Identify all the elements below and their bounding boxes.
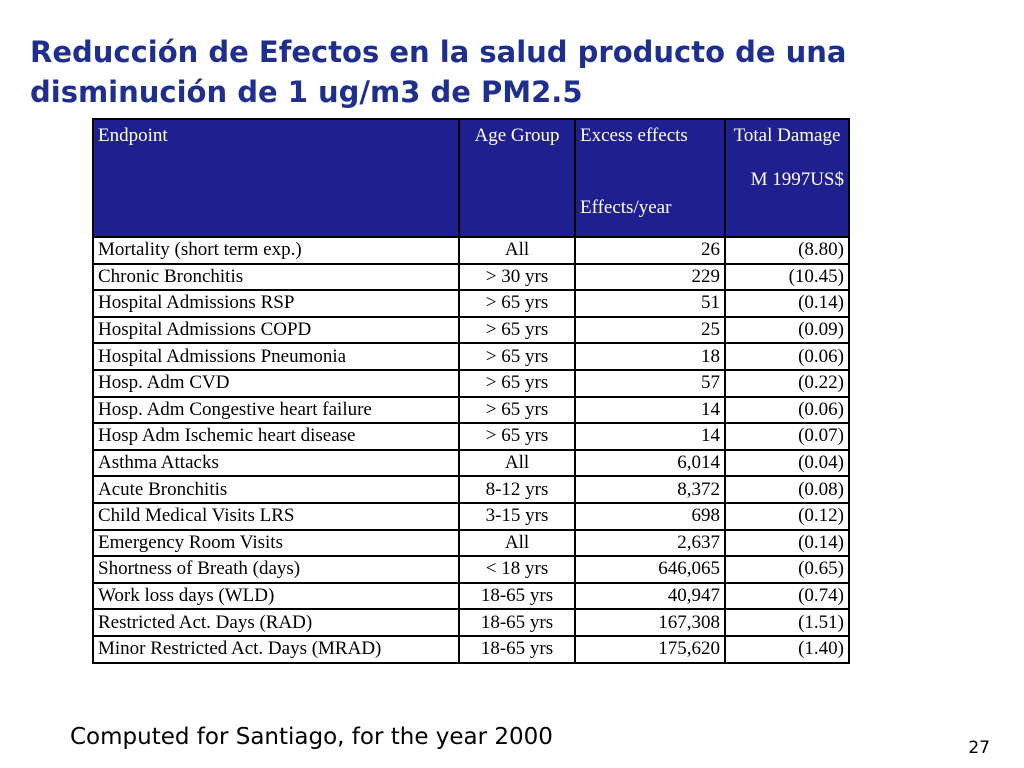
cell-endpoint: Hospital Admissions COPD [92, 315, 460, 345]
cell-excess-effects: 26 [574, 236, 726, 265]
table-row: Shortness of Breath (days) < 18 yrs 646,06… [92, 555, 850, 584]
cell-age-group: < 18 yrs [458, 555, 576, 584]
cell-excess-effects: 14 [574, 395, 726, 425]
table-row: Hospital Admissions COPD > 65 yrs 25 (0.09) [92, 315, 850, 345]
cell-total-damage: (0.65) [724, 555, 850, 584]
slide-title: Reducción de Efectos en la salud product… [30, 32, 1010, 112]
cell-excess-effects: 229 [574, 262, 726, 292]
header-total-damage-unit: M 1997US$ [750, 169, 844, 190]
table-row: Child Medical Visits LRS 3-15 yrs 698 (0.12… [92, 501, 850, 531]
cell-endpoint: Hosp Adm Ischemic heart disease [92, 422, 460, 451]
cell-age-group: > 65 yrs [458, 289, 576, 318]
cell-endpoint: Hosp. Adm CVD [92, 368, 460, 398]
cell-age-group: > 30 yrs [458, 262, 576, 292]
table-row: Restricted Act. Days (RAD) 18-65 yrs 167,3… [92, 608, 850, 637]
cell-total-damage: (0.22) [724, 368, 850, 398]
cell-excess-effects: 18 [574, 342, 726, 371]
cell-excess-effects: 167,308 [574, 608, 726, 637]
table-row: Hosp Adm Ischemic heart disease > 65 yrs 1… [92, 422, 850, 451]
header-excess-effects-title: Excess effects [580, 125, 688, 146]
cell-endpoint: Shortness of Breath (days) [92, 555, 460, 584]
cell-age-group: > 65 yrs [458, 342, 576, 371]
cell-age-group: 18-65 yrs [458, 608, 576, 637]
cell-excess-effects: 40,947 [574, 581, 726, 611]
table-row: Work loss days (WLD) 18-65 yrs 40,947 (0.74… [92, 581, 850, 611]
cell-total-damage: (0.06) [724, 342, 850, 371]
cell-total-damage: (0.74) [724, 581, 850, 611]
cell-excess-effects: 51 [574, 289, 726, 318]
cell-excess-effects: 57 [574, 368, 726, 398]
cell-endpoint: Restricted Act. Days (RAD) [92, 608, 460, 637]
cell-endpoint: Acute Bronchitis [92, 475, 460, 504]
cell-endpoint: Hosp. Adm Congestive heart failure [92, 395, 460, 425]
cell-age-group: > 65 yrs [458, 368, 576, 398]
cell-endpoint: Emergency Room Visits [92, 528, 460, 558]
cell-excess-effects: 6,014 [574, 448, 726, 478]
table-row: Hosp. Adm Congestive heart failure > 65 y… [92, 395, 850, 425]
cell-total-damage: (8.80) [724, 236, 850, 265]
table-row: Acute Bronchitis 8-12 yrs 8,372 (0.08) [92, 475, 850, 504]
cell-total-damage: (0.07) [724, 422, 850, 451]
cell-excess-effects: 25 [574, 315, 726, 345]
cell-age-group: 18-65 yrs [458, 634, 576, 664]
cell-endpoint: Mortality (short term exp.) [92, 236, 460, 265]
cell-total-damage: (10.45) [724, 262, 850, 292]
cell-total-damage: (1.40) [724, 634, 850, 664]
table-row: Hospital Admissions RSP > 65 yrs 51 (0.14) [92, 289, 850, 318]
cell-age-group: > 65 yrs [458, 315, 576, 345]
cell-total-damage: (0.06) [724, 395, 850, 425]
table-row: Emergency Room Visits All 2,637 (0.14) [92, 528, 850, 558]
table-row: Mortality (short term exp.) All 26 (8.80) [92, 236, 850, 265]
cell-excess-effects: 175,620 [574, 634, 726, 664]
cell-endpoint: Minor Restricted Act. Days (MRAD) [92, 634, 460, 664]
header-excess-effects-unit: Effects/year [580, 197, 672, 218]
cell-total-damage: (0.08) [724, 475, 850, 504]
cell-endpoint: Chronic Bronchitis [92, 262, 460, 292]
cell-total-damage: (0.09) [724, 315, 850, 345]
header-total-damage: Total Damage M 1997US$ [724, 118, 850, 238]
table-row: Hosp. Adm CVD > 65 yrs 57 (0.22) [92, 368, 850, 398]
cell-total-damage: (0.12) [724, 501, 850, 531]
table-body: Mortality (short term exp.) All 26 (8.80) Ch… [92, 236, 850, 664]
header-total-damage-title: Total Damage [733, 125, 841, 146]
page-number: 27 [968, 738, 990, 758]
table-header: Endpoint Age Group Excess effects Effect… [92, 118, 850, 238]
header-excess-effects: Excess effects Effects/year [574, 118, 726, 238]
table-row: Minor Restricted Act. Days (MRAD) 18-65 y… [92, 634, 850, 664]
cell-total-damage: (0.14) [724, 528, 850, 558]
cell-age-group: 8-12 yrs [458, 475, 576, 504]
cell-age-group: All [458, 236, 576, 265]
header-age-group: Age Group [458, 118, 576, 238]
cell-age-group: 3-15 yrs [458, 501, 576, 531]
cell-excess-effects: 8,372 [574, 475, 726, 504]
cell-age-group: > 65 yrs [458, 395, 576, 425]
table-header-row: Endpoint Age Group Excess effects Effect… [92, 118, 850, 238]
cell-excess-effects: 14 [574, 422, 726, 451]
cell-endpoint: Hospital Admissions RSP [92, 289, 460, 318]
health-effects-table: Endpoint Age Group Excess effects Effect… [92, 118, 850, 664]
cell-excess-effects: 2,637 [574, 528, 726, 558]
cell-total-damage: (0.14) [724, 289, 850, 318]
cell-excess-effects: 646,065 [574, 555, 726, 584]
cell-endpoint: Child Medical Visits LRS [92, 501, 460, 531]
header-endpoint: Endpoint [92, 118, 460, 238]
slide-title-line1: Reducción de Efectos en la salud product… [30, 35, 847, 69]
slide-title-line2: disminución de 1 ug/m3 de PM2.5 [30, 75, 583, 109]
cell-excess-effects: 698 [574, 501, 726, 531]
table-row: Chronic Bronchitis > 30 yrs 229 (10.45) [92, 262, 850, 292]
footnote: Computed for Santiago, for the year 2000 [70, 724, 553, 750]
cell-age-group: > 65 yrs [458, 422, 576, 451]
cell-age-group: All [458, 528, 576, 558]
cell-endpoint: Asthma Attacks [92, 448, 460, 478]
cell-age-group: All [458, 448, 576, 478]
cell-age-group: 18-65 yrs [458, 581, 576, 611]
cell-total-damage: (1.51) [724, 608, 850, 637]
cell-endpoint: Work loss days (WLD) [92, 581, 460, 611]
table-row: Asthma Attacks All 6,014 (0.04) [92, 448, 850, 478]
cell-total-damage: (0.04) [724, 448, 850, 478]
table-row: Hospital Admissions Pneumonia > 65 yrs 18(… [92, 342, 850, 371]
cell-endpoint: Hospital Admissions Pneumonia [92, 342, 460, 371]
